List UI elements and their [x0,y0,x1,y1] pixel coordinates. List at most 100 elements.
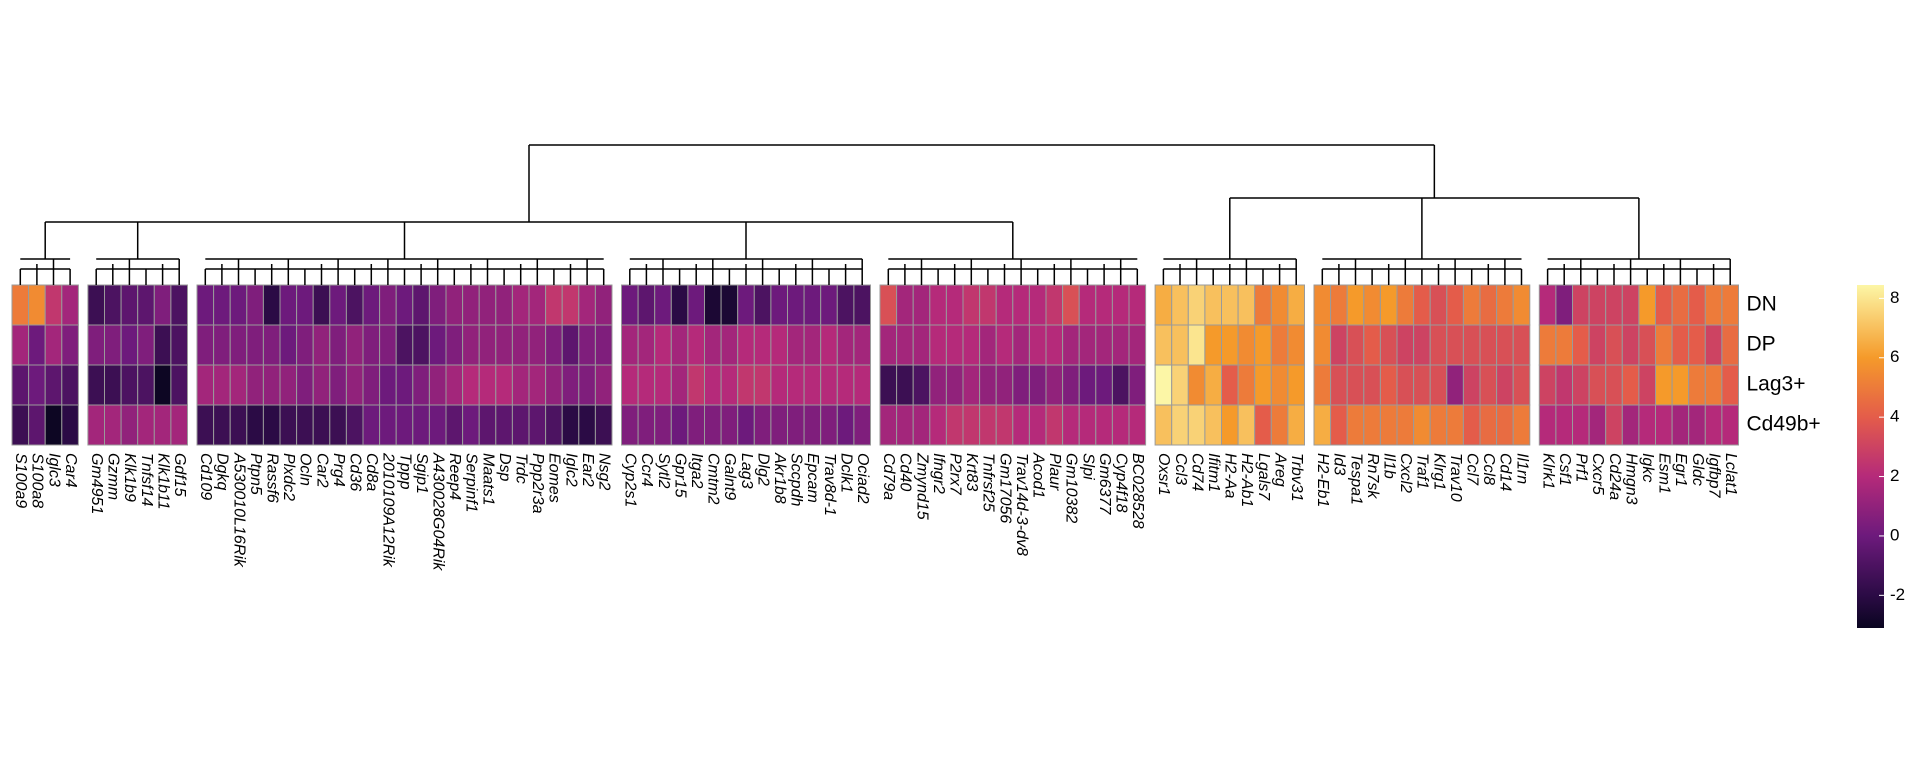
heatmap-cell [853,364,872,406]
heatmap-cell [1496,284,1514,326]
colorbar-tick-label: 2 [1890,466,1899,485]
heatmap-cell [820,404,838,446]
heatmap-cell [1346,324,1365,366]
gene-label: Gpr15 [671,453,688,498]
heatmap-cell [879,364,898,406]
gene-label: Igkc [1639,453,1656,482]
gene-label: Cd36 [346,453,363,491]
heatmap-cell [853,404,872,446]
heatmap-cell [1429,284,1448,326]
heatmap-cell [1254,324,1272,366]
gene-label: Klk1b9 [121,453,138,502]
heatmap-cell [1313,404,1332,446]
heatmap-cell [962,404,981,446]
gene-label: Trav8d-1 [821,453,838,516]
heatmap-cell [896,324,914,366]
heatmap-cell [1496,364,1514,406]
gene-label: S100a9 [12,453,29,508]
heatmap-cell [545,404,563,446]
heatmap-cell [1704,404,1723,446]
gene-label: Trbv31 [1288,453,1305,502]
heatmap-cell [395,364,414,406]
heatmap-cell [1572,284,1590,326]
heatmap-cell [1479,404,1498,446]
row-label: Cd49b+ [1747,413,1821,436]
heatmap-cell [770,404,789,446]
heatmap-cell [1313,324,1332,366]
heatmap-cell [120,364,139,406]
heatmap-cell [1588,284,1607,326]
heatmap-cell [1287,324,1306,366]
gene-label: Ociad2 [854,453,871,504]
gene-label: Areg [1271,452,1288,487]
heatmap-cell [979,404,997,446]
heatmap-cell [1346,364,1365,406]
heatmap-cell [637,364,656,406]
heatmap-cell [345,284,364,326]
heatmap-cell [379,284,397,326]
heatmap-cell [1154,404,1173,446]
heatmap-cell [28,364,46,406]
gene-label: Plxdc2 [280,453,297,501]
heatmap-cell [737,404,755,446]
heatmap-cell [1128,284,1147,326]
heatmap-cell [578,404,596,446]
heatmap-cell [545,324,563,366]
heatmap-cell [28,324,46,366]
heatmap-cell [428,404,447,446]
heatmap-cell [1704,364,1723,406]
heatmap-cell [1363,284,1381,326]
heatmap-cell [1028,364,1047,406]
heatmap-cell [1671,404,1690,446]
heatmap-cell [687,404,706,446]
heatmap-cell [495,404,513,446]
heatmap-cell [912,284,931,326]
heatmap-cell [1237,364,1256,406]
row-label: DP [1747,333,1776,356]
heatmap-cell [412,404,430,446]
heatmap-cell [1111,404,1130,446]
heatmap-cell [896,404,914,446]
gene-label: Gm4951 [88,453,105,514]
gene-label: Ifngr2 [930,453,947,494]
heatmap-cell [896,364,914,406]
heatmap-cell [1062,404,1080,446]
heatmap-cell [1012,404,1030,446]
heatmap-cell [412,284,430,326]
heatmap-cell [262,404,281,446]
heatmap-cell [1204,364,1223,406]
heatmap-cell [1588,404,1607,446]
heatmap-cell [995,404,1014,446]
heatmap-cell [979,324,997,366]
heatmap-cell [137,364,155,406]
heatmap-cell [670,364,689,406]
heatmap-cell [61,364,79,406]
heatmap-cell [1045,324,1064,366]
heatmap-cell [1171,404,1189,446]
heatmap-cell [153,284,172,326]
gene-label: Cyp2s1 [622,453,639,507]
heatmap-cell [1171,324,1189,366]
heatmap-cell [820,324,838,366]
heatmap-cell [1479,364,1498,406]
gene-label: Csf1 [1556,453,1573,486]
heatmap-cell [478,284,497,326]
heatmap-cell [528,324,547,366]
heatmap-cell [196,324,215,366]
heatmap-cell [561,364,580,406]
heatmap-cell [1462,404,1481,446]
heatmap-cell [1187,364,1206,406]
heatmap-cell [1287,364,1306,406]
heatmap-cell [1446,284,1464,326]
heatmap-cell [528,364,547,406]
heatmap-cell [1379,364,1398,406]
heatmap-cell [720,284,739,326]
heatmap-cell [737,284,755,326]
heatmap-cell [1313,364,1332,406]
gene-label: Gm17056 [996,453,1013,523]
heatmap-cell [1028,324,1047,366]
heatmap-cell [1363,324,1381,366]
heatmap-cell [929,364,947,406]
heatmap-cell [1396,364,1415,406]
heatmap-cell [1538,364,1557,406]
